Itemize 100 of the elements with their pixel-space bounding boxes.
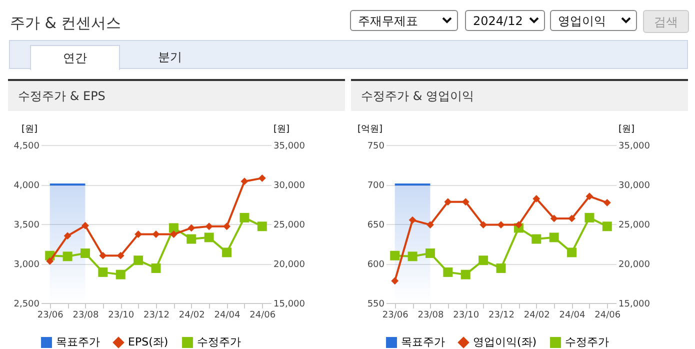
point <box>425 248 435 258</box>
point <box>444 198 452 206</box>
legend-label: EPS(좌) <box>128 336 168 349</box>
point <box>99 252 107 260</box>
y-axis-title: [억원] <box>357 124 382 134</box>
x-tick-label: 23/12 <box>144 310 170 320</box>
point <box>496 263 506 273</box>
y-tick-label: 750 <box>367 142 385 152</box>
x-tick-label: 23/08 <box>418 310 444 320</box>
point <box>460 270 470 280</box>
x-tick-label: 24/04 <box>559 310 586 320</box>
y2-axis-title: [원] <box>274 124 290 134</box>
y2-axis-title: [원] <box>618 124 635 134</box>
point <box>550 214 558 222</box>
x-tick-label: 23/12 <box>488 310 514 320</box>
point <box>532 195 540 202</box>
point <box>64 232 72 240</box>
chart-title: 수정주가 & 영업이익 <box>351 81 688 111</box>
x-tick-label: 23/06 <box>37 310 64 320</box>
point <box>170 230 178 238</box>
x-tick-label: 24/02 <box>178 310 205 320</box>
point <box>603 198 611 206</box>
y-tick-label: 700 <box>367 181 385 191</box>
y2-tick-label: 25,000 <box>274 220 306 230</box>
x-tick-label: 24/04 <box>214 310 241 320</box>
point <box>222 248 232 258</box>
point <box>116 252 124 260</box>
x-tick-label: 23/10 <box>453 310 480 320</box>
point <box>204 232 214 242</box>
point <box>602 222 612 232</box>
dropdown: 2024/12 <box>465 10 545 31</box>
legend-label: 영업이익(좌) <box>473 336 537 349</box>
point <box>584 212 594 222</box>
point <box>46 257 54 265</box>
y-tick-label: 4,000 <box>14 181 40 191</box>
legend-label: 수정주가 <box>565 336 609 349</box>
point <box>223 222 230 230</box>
chart-title: 수정주가 & EPS <box>8 81 345 111</box>
point <box>390 250 400 260</box>
dropdown: 영업이익 <box>550 10 637 31</box>
y-tick-label: 4,500 <box>14 142 40 152</box>
point <box>443 267 453 277</box>
point <box>462 198 470 206</box>
y-axis-title: [원] <box>21 124 38 134</box>
y2-tick-label: 25,000 <box>618 220 650 230</box>
y2-tick-label: 35,000 <box>618 142 650 152</box>
point <box>62 252 72 262</box>
y2-tick-label: 20,000 <box>618 260 650 270</box>
point <box>134 256 144 266</box>
text: 연간 <box>30 45 120 70</box>
y2-tick-label: 15,000 <box>618 300 650 310</box>
text: 주가 & 컨센서스 <box>10 14 122 33</box>
point <box>205 222 213 230</box>
search-button: 검색 <box>643 10 689 33</box>
x-tick-label: 24/06 <box>594 310 621 320</box>
point <box>567 248 577 258</box>
point <box>168 223 178 233</box>
point <box>240 212 250 222</box>
point <box>257 222 267 232</box>
point <box>258 174 266 182</box>
point <box>549 232 559 242</box>
x-tick-label: 23/08 <box>72 310 99 320</box>
x-tick-label: 24/02 <box>524 310 550 320</box>
point <box>426 221 434 228</box>
y-tick-label: 550 <box>367 300 385 310</box>
point <box>391 277 399 285</box>
y-tick-label: 3,000 <box>14 260 40 270</box>
point <box>98 267 108 277</box>
point <box>480 221 488 228</box>
point <box>151 263 161 273</box>
y2-tick-label: 30,000 <box>618 181 650 191</box>
point <box>80 248 90 258</box>
point <box>186 234 196 244</box>
legend-label: 수정주가 <box>197 336 241 349</box>
point <box>586 192 594 200</box>
point <box>568 214 576 222</box>
point <box>134 230 142 238</box>
dropdown: 주재무제표 <box>350 10 458 31</box>
x-tick-label: 23/06 <box>382 310 409 320</box>
y-tick-label: 2,500 <box>14 300 40 310</box>
y2-tick-label: 35,000 <box>274 142 306 152</box>
y2-tick-label: 30,000 <box>274 181 306 191</box>
legend-label: 목표주가 <box>401 336 445 349</box>
point <box>240 178 248 186</box>
y-tick-label: 3,500 <box>14 220 40 230</box>
legend-label: 목표주가 <box>56 336 100 349</box>
y2-tick-label: 20,000 <box>274 260 306 270</box>
point <box>532 234 542 244</box>
point <box>408 252 418 262</box>
x-tick-label: 23/10 <box>108 310 134 320</box>
point <box>82 222 89 230</box>
point <box>116 270 126 280</box>
point <box>408 216 416 224</box>
y2-tick-label: 15,000 <box>274 300 306 310</box>
point <box>478 256 488 266</box>
y-tick-label: 650 <box>367 220 385 230</box>
y-tick-label: 600 <box>367 260 385 270</box>
x-tick-label: 24/06 <box>250 310 276 320</box>
point <box>188 224 196 232</box>
text: 분기 <box>157 49 183 66</box>
